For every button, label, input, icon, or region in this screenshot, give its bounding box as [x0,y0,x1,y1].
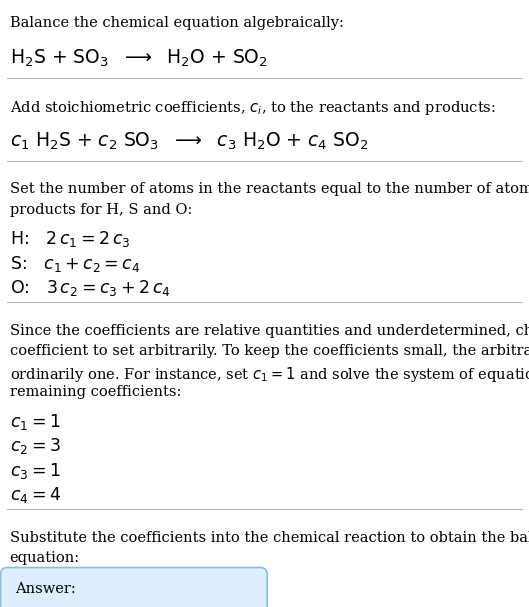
Text: $c_1$ H$_2$S + $c_2$ SO$_3$  $\longrightarrow$  $c_3$ H$_2$O + $c_4$ SO$_2$: $c_1$ H$_2$S + $c_2$ SO$_3$ $\longrighta… [10,131,368,152]
Text: ordinarily one. For instance, set $c_1 = 1$ and solve the system of equations fo: ordinarily one. For instance, set $c_1 =… [10,365,529,384]
Text: $c_2 = 3$: $c_2 = 3$ [10,436,60,456]
Text: $c_1 = 1$: $c_1 = 1$ [10,412,60,432]
Text: Substitute the coefficients into the chemical reaction to obtain the balanced: Substitute the coefficients into the che… [10,531,529,544]
Text: Set the number of atoms in the reactants equal to the number of atoms in the: Set the number of atoms in the reactants… [10,182,529,196]
Text: O:   $3\,c_2 = c_3 + 2\,c_4$: O: $3\,c_2 = c_3 + 2\,c_4$ [10,278,170,298]
Text: Answer:: Answer: [15,582,76,596]
Text: S:   $c_1 + c_2 = c_4$: S: $c_1 + c_2 = c_4$ [10,254,140,274]
Text: H$_2$S + SO$_3$  $\longrightarrow$  H$_2$O + SO$_2$: H$_2$S + SO$_3$ $\longrightarrow$ H$_2$O… [10,47,268,69]
Text: equation:: equation: [10,551,80,565]
Text: Add stoichiometric coefficients, $c_i$, to the reactants and products:: Add stoichiometric coefficients, $c_i$, … [10,99,495,117]
Text: $c_4 = 4$: $c_4 = 4$ [10,485,61,505]
Text: $c_3 = 1$: $c_3 = 1$ [10,461,60,481]
Text: products for H, S and O:: products for H, S and O: [10,203,192,217]
Text: Since the coefficients are relative quantities and underdetermined, choose a: Since the coefficients are relative quan… [10,324,529,337]
Text: coefficient to set arbitrarily. To keep the coefficients small, the arbitrary va: coefficient to set arbitrarily. To keep … [10,344,529,358]
Text: Balance the chemical equation algebraically:: Balance the chemical equation algebraica… [10,16,343,30]
Text: remaining coefficients:: remaining coefficients: [10,385,181,399]
Text: H:   $2\,c_1 = 2\,c_3$: H: $2\,c_1 = 2\,c_3$ [10,229,130,249]
FancyBboxPatch shape [1,568,267,607]
